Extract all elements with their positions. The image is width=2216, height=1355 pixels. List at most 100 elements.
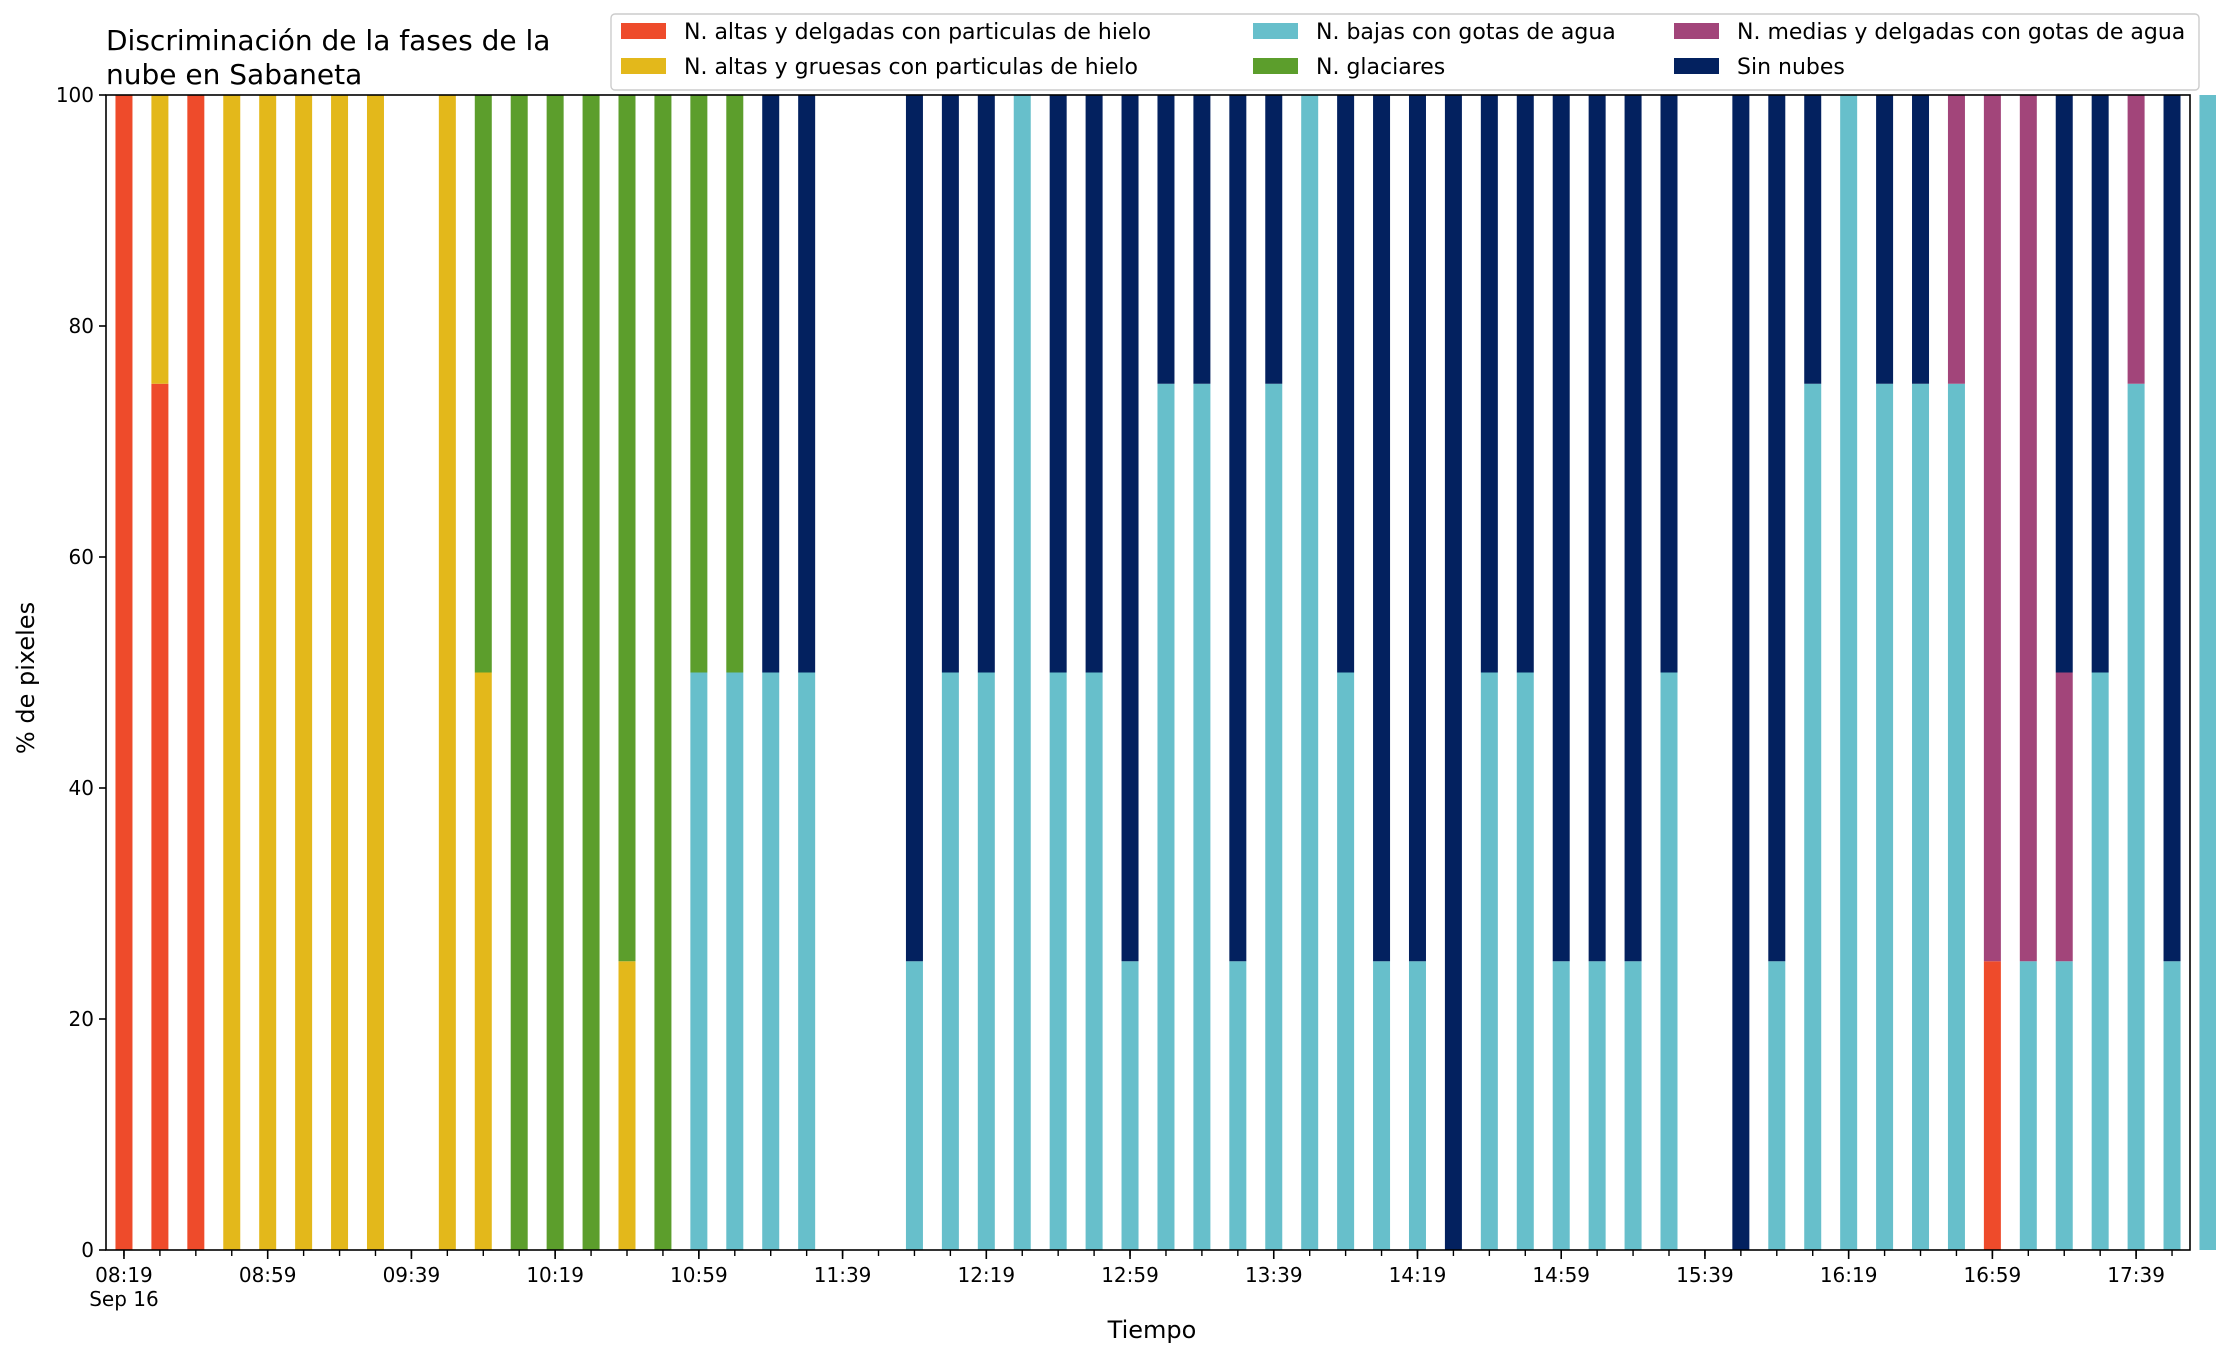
legend-label-2: N. bajas con gotas de agua [1316, 20, 1616, 45]
bar-segment-40-series-5 [1660, 95, 1678, 673]
bar-segment-45-series-2 [1876, 383, 1894, 1250]
bar-segment-48-series-0 [1983, 961, 2001, 1250]
x-tick-label-11: 15:39 [1676, 1263, 1734, 1287]
bar-segment-21-series-2 [977, 672, 995, 1250]
bar-segment-15-series-2 [690, 672, 708, 1250]
bar-segment-50-series-4 [2055, 672, 2073, 962]
bar-segment-47-series-2 [1947, 383, 1965, 1250]
bar-segment-48-series-4 [1983, 95, 2001, 962]
bar-segment-17-series-2 [762, 672, 780, 1250]
legend-label-3: N. glaciares [1316, 55, 1445, 80]
bar-segment-11-series-3 [546, 95, 564, 1250]
bar-segment-2-series-0 [187, 95, 205, 1250]
bar-segment-10-series-3 [510, 95, 528, 1250]
bar-segment-20-series-2 [941, 672, 959, 1250]
bar-segment-25-series-2 [1121, 961, 1139, 1250]
bar-segment-37-series-2 [1552, 961, 1570, 1250]
bar-segment-42-series-2 [1768, 961, 1786, 1250]
bar-segment-43-series-5 [1804, 95, 1822, 384]
bar-segment-32-series-2 [1373, 961, 1391, 1250]
bar-segment-42-series-5 [1768, 95, 1786, 962]
bar-segment-24-series-5 [1085, 95, 1103, 673]
bar-segment-29-series-2 [1265, 383, 1283, 1250]
y-tick-label-80: 80 [69, 314, 94, 338]
bar-segment-0-series-0 [115, 95, 133, 1250]
bar-segment-29-series-5 [1265, 95, 1283, 384]
x-axis-label: Tiempo [1107, 1316, 1197, 1344]
bar-segment-25-series-5 [1121, 95, 1139, 962]
y-tick-label-20: 20 [69, 1007, 94, 1031]
bar-segment-16-series-3 [726, 95, 744, 673]
bar-segment-13-series-3 [618, 95, 636, 962]
bar-segment-45-series-5 [1876, 95, 1894, 384]
bar-segment-12-series-3 [582, 95, 600, 1250]
x-tick-label-14: 17:39 [2107, 1263, 2165, 1287]
bar-segment-18-series-2 [798, 672, 816, 1250]
bar-segment-35-series-2 [1480, 672, 1498, 1250]
bar-segment-51-series-2 [2091, 672, 2109, 1250]
bar-segment-49-series-4 [2019, 95, 2037, 962]
bar-segment-38-series-2 [1588, 961, 1606, 1250]
y-tick-label-60: 60 [69, 545, 94, 569]
chart-title-line-1: Discriminación de la fases de la [106, 24, 550, 57]
bar-segment-43-series-2 [1804, 383, 1822, 1250]
legend-label-5: Sin nubes [1737, 55, 1845, 80]
bar-segment-19-series-5 [905, 95, 923, 962]
legend-swatch-5 [1674, 58, 1719, 74]
bar-segment-8-series-1 [438, 95, 456, 1250]
bar-segment-32-series-5 [1373, 95, 1391, 962]
x-tick-label-6: 12:19 [957, 1263, 1015, 1287]
bar-segment-9-series-1 [474, 672, 492, 1250]
bar-segment-47-series-4 [1947, 95, 1965, 384]
bar-segment-9-series-3 [474, 95, 492, 673]
y-tick-label-40: 40 [69, 776, 94, 800]
bar-segment-31-series-2 [1337, 672, 1355, 1250]
bar-segment-39-series-2 [1624, 961, 1642, 1250]
bar-segment-1-series-0 [151, 383, 169, 1250]
bar-segment-17-series-5 [762, 95, 780, 673]
legend: N. altas y delgadas con particulas de hi… [610, 13, 2200, 91]
y-axis-label: % de pixeles [12, 602, 40, 754]
bar-segment-54-series-2 [2199, 95, 2216, 1250]
legend-swatch-2 [1253, 23, 1298, 39]
bar-segment-33-series-5 [1408, 95, 1426, 962]
bar-segment-41-series-5 [1732, 95, 1750, 1250]
bar-segment-46-series-2 [1912, 383, 1930, 1250]
bar-segment-52-series-4 [2127, 95, 2145, 384]
bar-segment-19-series-2 [905, 961, 923, 1250]
bar-segment-26-series-5 [1157, 95, 1175, 384]
legend-swatch-3 [1253, 58, 1298, 74]
legend-label-0: N. altas y delgadas con particulas de hi… [684, 20, 1151, 45]
y-tick-label-0: 0 [81, 1238, 94, 1262]
x-tick-label-7: 12:59 [1101, 1263, 1159, 1287]
x-tick-label-2: 09:39 [383, 1263, 441, 1287]
bar-segment-40-series-2 [1660, 672, 1678, 1250]
bar-segment-14-series-3 [654, 95, 672, 1250]
bar-segment-26-series-2 [1157, 383, 1175, 1250]
bar-segment-13-series-1 [618, 961, 636, 1250]
x-tick-label-1: 08:59 [239, 1263, 297, 1287]
bar-segment-6-series-1 [331, 95, 349, 1250]
legend-swatch-4 [1674, 23, 1719, 39]
bar-segment-51-series-5 [2091, 95, 2109, 673]
bar-segment-46-series-5 [1912, 95, 1930, 384]
plot-frame [105, 94, 2191, 1251]
x-tick-label-8: 13:39 [1245, 1263, 1303, 1287]
x-tick-label-4: 10:59 [670, 1263, 728, 1287]
bar-segment-27-series-5 [1193, 95, 1211, 384]
bar-segment-3-series-1 [223, 95, 241, 1250]
bar-segment-38-series-5 [1588, 95, 1606, 962]
bar-segment-16-series-2 [726, 672, 744, 1250]
bar-segment-4-series-1 [259, 95, 277, 1250]
x-tick-label-0: 08:19 [95, 1263, 153, 1287]
bar-segment-35-series-5 [1480, 95, 1498, 673]
bar-segment-50-series-2 [2055, 961, 2073, 1250]
x-tick-label-9: 14:19 [1389, 1263, 1447, 1287]
bar-segment-15-series-3 [690, 95, 708, 673]
bar-segment-28-series-2 [1229, 961, 1247, 1250]
x-tick-label-10: 14:59 [1532, 1263, 1590, 1287]
bar-segment-44-series-2 [1840, 95, 1858, 1250]
bar-segment-36-series-2 [1516, 672, 1534, 1250]
